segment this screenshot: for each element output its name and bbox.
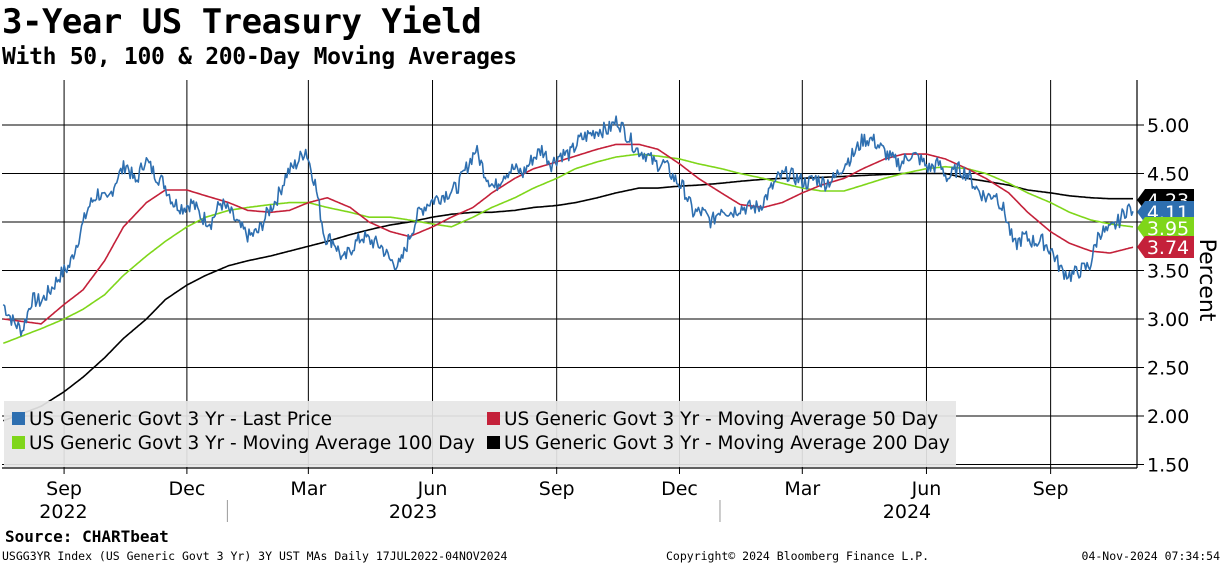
y-tick-label: 4.50 — [1147, 164, 1189, 186]
source-note: Source: CHARTbeat — [5, 527, 169, 546]
series-line — [2, 115, 1134, 337]
legend-box — [4, 401, 956, 467]
year-label: 2023 — [389, 501, 437, 523]
last-value-tag-bg — [1137, 236, 1194, 258]
x-tick-label: Jun — [911, 478, 942, 500]
legend-label: US Generic Govt 3 Yr - Last Price — [29, 409, 332, 430]
y-axis-label: Percent — [1194, 239, 1219, 322]
year-label: 2022 — [39, 501, 87, 523]
last-value-tag-bg — [1137, 217, 1194, 239]
legend-swatch — [12, 436, 25, 449]
legend-label: US Generic Govt 3 Yr - Moving Average 20… — [504, 433, 950, 454]
y-tick-label: 3.50 — [1147, 261, 1189, 283]
x-tick-label: Dec — [169, 478, 206, 500]
legend-swatch — [487, 436, 500, 449]
y-tick-label: 2.50 — [1147, 358, 1189, 380]
series-line — [3, 172, 1133, 422]
x-tick-label: Mar — [784, 478, 820, 500]
last-value-tag: 3.95 — [1137, 217, 1194, 240]
timestamp: 04-Nov-2024 07:34:54 — [1081, 549, 1220, 563]
y-tick-label: 1.50 — [1147, 455, 1189, 477]
year-label: 2024 — [883, 501, 931, 523]
last-value-tag: 3.74 — [1137, 236, 1194, 259]
legend-swatch — [487, 412, 500, 425]
chart-title: 3-Year US Treasury Yield — [2, 2, 482, 42]
last-value-tag-text: 3.74 — [1147, 237, 1189, 259]
x-tick-label: Sep — [1033, 478, 1069, 500]
x-tick-label: Dec — [661, 478, 698, 500]
chart-subtitle: With 50, 100 & 200-Day Moving Averages — [2, 44, 517, 70]
legend-label: US Generic Govt 3 Yr - Moving Average 10… — [29, 433, 475, 454]
legend-swatch — [12, 412, 25, 425]
copyright: Copyright© 2024 Bloomberg Finance L.P. — [666, 549, 930, 563]
index-info: USGG3YR Index (US Generic Govt 3 Yr) 3Y … — [2, 549, 508, 563]
legend-label: US Generic Govt 3 Yr - Moving Average 50… — [504, 409, 938, 430]
x-tick-label: Mar — [290, 478, 326, 500]
series-line — [2, 153, 1134, 345]
y-tick-label: 5.00 — [1147, 115, 1189, 137]
x-tick-label: Sep — [46, 478, 82, 500]
x-tick-label: Sep — [539, 478, 575, 500]
last-value-tag-text: 3.95 — [1147, 218, 1189, 240]
y-tick-label: 2.00 — [1147, 406, 1189, 428]
y-tick-label: 3.00 — [1147, 309, 1189, 331]
x-tick-label: Jun — [417, 478, 448, 500]
